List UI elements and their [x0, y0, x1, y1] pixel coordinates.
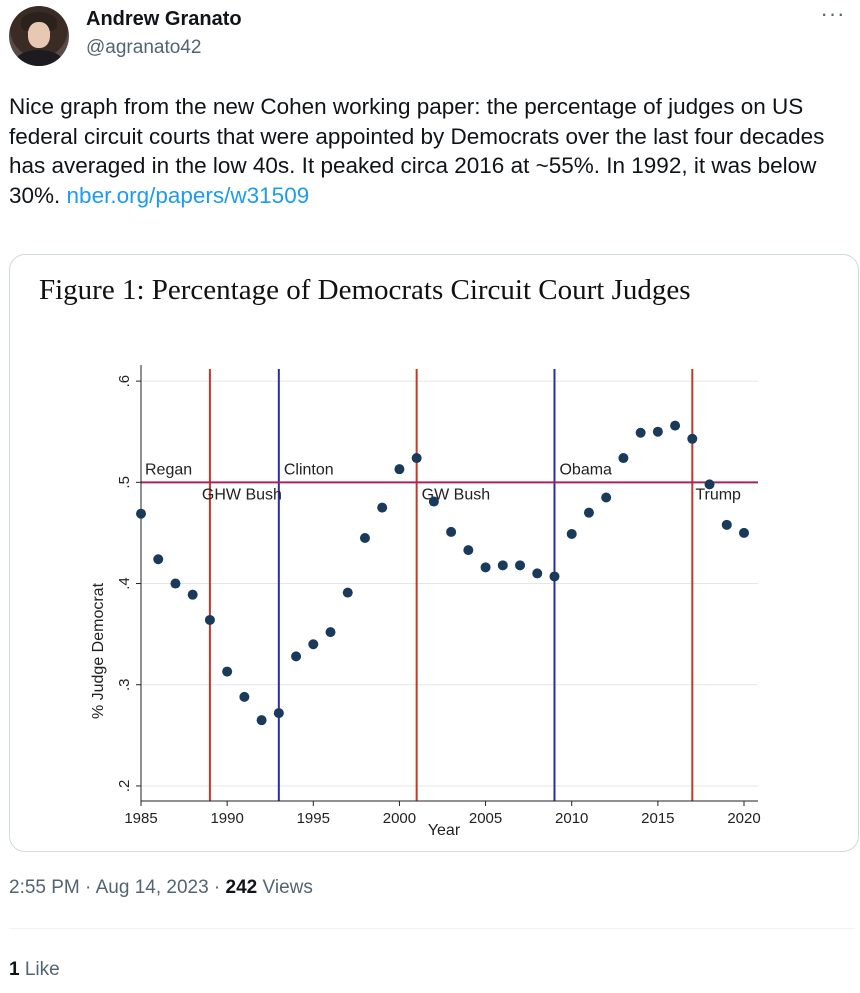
presidency-label: Regan	[145, 461, 192, 478]
data-point	[204, 614, 215, 625]
data-point	[549, 571, 560, 582]
data-point	[583, 507, 594, 518]
data-point	[377, 502, 388, 513]
data-point	[515, 560, 526, 571]
data-point	[256, 715, 267, 726]
y-axis-label: % Judge Democrat	[90, 582, 107, 719]
x-tick-label: 1990	[210, 810, 243, 827]
data-point	[704, 479, 715, 490]
data-point	[308, 639, 319, 650]
data-point	[635, 427, 646, 438]
data-point	[601, 492, 612, 503]
data-point	[739, 527, 749, 538]
data-point	[652, 426, 663, 437]
data-points	[136, 420, 749, 726]
data-point	[497, 560, 508, 571]
data-point	[187, 589, 198, 600]
data-point	[394, 464, 405, 475]
y-tick-label: .4	[116, 577, 133, 590]
meta-separator: ·	[79, 877, 96, 898]
tweet-date[interactable]: Aug 14, 2023	[95, 877, 209, 898]
presidency-label: GHW Bush	[202, 486, 282, 503]
presidency-label: Trump	[695, 486, 741, 503]
author-avatar[interactable]	[9, 6, 69, 66]
x-tick-label: 1985	[124, 810, 157, 827]
tweet-meta: 2:55 PM · Aug 14, 2023 · 242 Views	[9, 877, 313, 899]
democrat-judges-chart: Figure 1: Percentage of Democrats Circui…	[39, 274, 761, 839]
chart-title: Figure 1: Percentage of Democrats Circui…	[39, 274, 691, 306]
x-tick-label: 2010	[555, 810, 588, 827]
author-name[interactable]: Andrew Granato	[86, 8, 242, 30]
paper-link[interactable]: nber.org/papers/w31509	[66, 182, 310, 208]
meta-separator: ·	[208, 877, 226, 898]
avatar-face	[28, 22, 50, 48]
data-point	[446, 526, 457, 537]
presidency-label: Clinton	[284, 461, 334, 478]
divider	[9, 928, 855, 929]
data-point	[687, 433, 698, 444]
likes-link[interactable]: 1 Like	[9, 959, 60, 981]
views-count: 242	[225, 877, 258, 898]
x-tick-label: 1995	[297, 810, 330, 827]
views-label: Views	[257, 877, 313, 898]
avatar-shirt	[15, 50, 63, 66]
data-point	[463, 545, 474, 556]
data-point	[222, 666, 233, 677]
data-point	[480, 562, 491, 573]
data-point	[670, 420, 681, 431]
more-icon[interactable]: ···	[820, 1, 846, 26]
presidency-lines	[208, 369, 694, 801]
y-tick-label: .5	[116, 476, 133, 489]
tweet-time[interactable]: 2:55 PM	[9, 877, 80, 898]
likes-label: Like	[19, 959, 60, 980]
author-handle[interactable]: @agranato42	[86, 37, 202, 58]
data-point	[721, 519, 732, 530]
data-point	[411, 453, 422, 464]
data-point	[428, 496, 439, 507]
x-tick-label: 2020	[727, 810, 760, 827]
y-tick-label: .6	[116, 375, 133, 388]
y-tick-label: .3	[116, 678, 133, 691]
y-tick-label: .2	[116, 780, 133, 793]
data-point	[325, 627, 336, 638]
likes-count: 1	[9, 959, 20, 980]
data-point	[170, 578, 181, 589]
x-tick-label: 2015	[641, 810, 674, 827]
data-point	[359, 532, 370, 543]
presidency-label: GW Bush	[422, 486, 490, 503]
data-point	[618, 453, 629, 464]
data-point	[532, 568, 543, 579]
tweet-body: Nice graph from the new Cohen working pa…	[9, 94, 825, 208]
data-point	[153, 554, 164, 565]
chart-axes: .2 .3 .4 .5 .6 1985 1990 1995 2000 2005 2010 2015 20…	[116, 365, 761, 827]
chart-grid	[141, 380, 758, 787]
data-point	[273, 708, 284, 719]
data-point	[342, 587, 353, 598]
tweet-text: Nice graph from the new Cohen working pa…	[9, 92, 855, 210]
data-point	[566, 528, 577, 539]
tweet-media-chart[interactable]: Figure 1: Percentage of Democrats Circui…	[9, 254, 859, 852]
data-point	[239, 691, 250, 702]
data-point	[291, 651, 302, 662]
presidency-label: Obama	[559, 461, 612, 478]
x-tick-label: 2005	[469, 810, 502, 827]
x-axis-label: Year	[428, 822, 461, 839]
x-tick-label: 2000	[383, 810, 416, 827]
data-point	[136, 508, 146, 519]
